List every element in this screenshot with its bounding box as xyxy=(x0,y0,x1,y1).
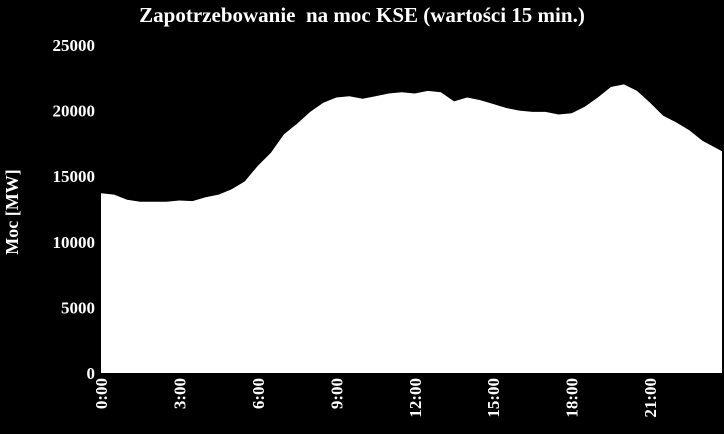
demand-area xyxy=(101,84,722,374)
y-tick-label: 25000 xyxy=(53,36,96,55)
y-tick-label: 10000 xyxy=(53,233,96,252)
x-tick-label: 15:00 xyxy=(484,378,503,418)
y-axis-title: Moc [MW] xyxy=(2,169,22,254)
y-tick-label: 15000 xyxy=(53,167,96,186)
y-axis: 0 5000 10000 15000 20000 25000 xyxy=(53,36,96,383)
x-tick-label: 3:00 xyxy=(170,378,189,409)
x-tick-label: 18:00 xyxy=(563,378,582,418)
x-tick-label: 12:00 xyxy=(406,378,425,418)
y-tick-label: 5000 xyxy=(61,298,95,317)
plot-area xyxy=(101,84,722,374)
x-tick-label: 0:00 xyxy=(92,378,111,409)
x-tick-label: 9:00 xyxy=(327,378,346,409)
y-tick-label: 0 xyxy=(87,364,96,383)
y-tick-label: 20000 xyxy=(53,102,96,121)
x-tick-label: 21:00 xyxy=(641,378,660,418)
chart-title: Zapotrzebowanie na moc KSE (wartości 15 … xyxy=(139,3,585,27)
x-axis: 0:00 3:00 6:00 9:00 12:00 15:00 18:00 21:00 xyxy=(92,378,660,418)
x-tick-label: 6:00 xyxy=(249,378,268,409)
